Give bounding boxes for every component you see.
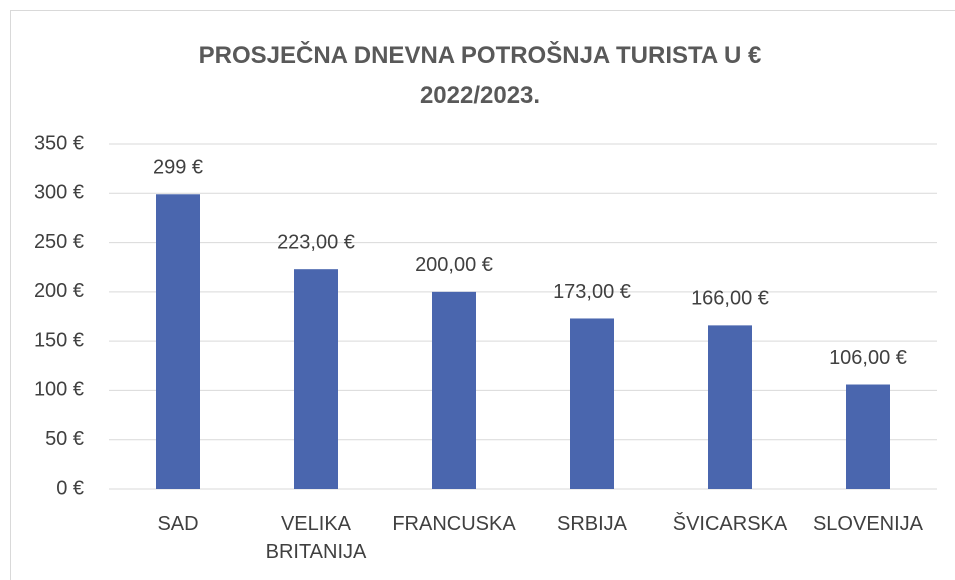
y-tick-label: 50 € (45, 428, 84, 450)
chart-title: PROSJEČNA DNEVNA POTROŠNJA TURISTA U € 2… (198, 42, 762, 109)
y-tick-label: 250 € (34, 231, 84, 253)
y-tick-label: 200 € (34, 280, 84, 302)
data-label: 166,00 € (691, 288, 769, 310)
bar (846, 384, 890, 489)
x-tick-label: SAD (157, 513, 199, 535)
data-label: 223,00 € (277, 231, 355, 253)
y-tick-label: 100 € (34, 379, 84, 401)
bar (156, 194, 200, 489)
chart-border (10, 10, 955, 580)
x-tick-label: SRBIJA (556, 513, 628, 535)
y-tick-label: 0 € (56, 477, 84, 499)
data-label: 200,00 € (415, 254, 493, 276)
bar (708, 325, 752, 489)
y-tick-label: 150 € (34, 329, 84, 351)
bar (294, 269, 338, 489)
data-label: 299 € (153, 157, 203, 179)
x-tick-label: VELIKA BRITANIJA (265, 513, 367, 563)
x-tick-label: SLOVENIJA (812, 513, 924, 535)
data-label: 106,00 € (829, 347, 907, 369)
data-label: 173,00 € (553, 281, 631, 303)
y-tick-label: 300 € (34, 182, 84, 204)
y-tick-label: 350 € (34, 132, 84, 154)
bar (570, 318, 614, 489)
bar (432, 291, 476, 489)
x-tick-label: ŠVICARSKA (672, 513, 788, 535)
x-tick-label: FRANCUSKA (392, 513, 516, 535)
